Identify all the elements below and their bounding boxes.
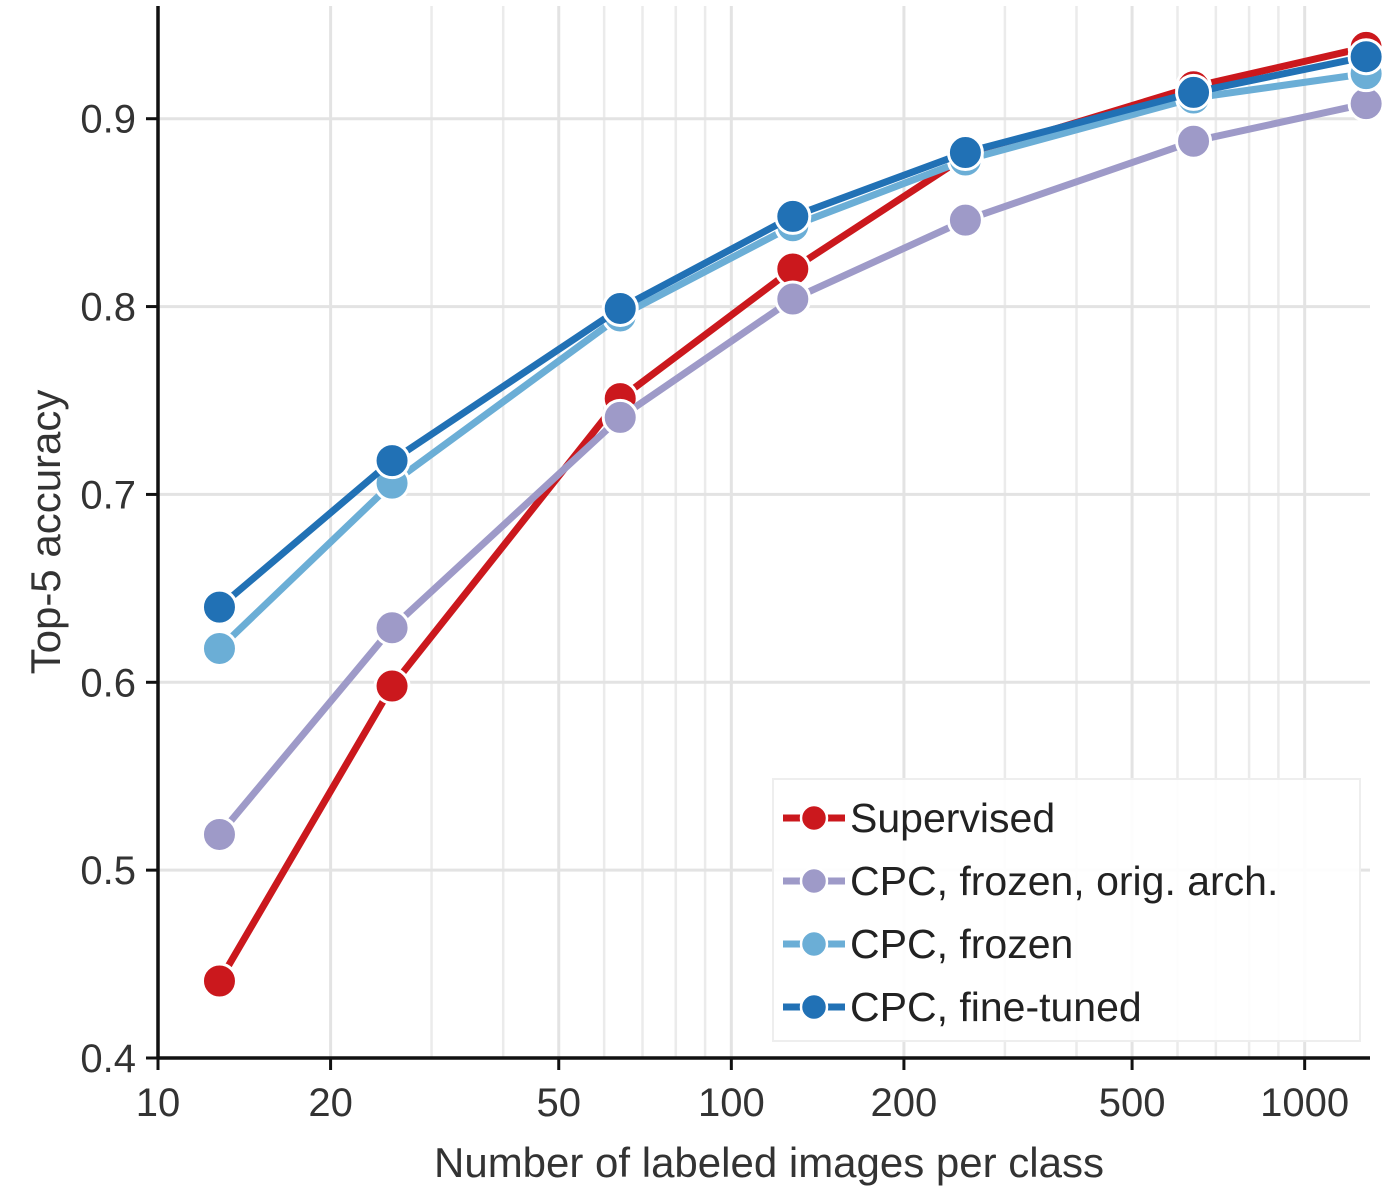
data-point: [774, 280, 812, 318]
data-point: [1175, 122, 1213, 160]
legend-swatch-marker: [799, 866, 829, 896]
y-tick-label: 0.7: [80, 473, 136, 517]
data-point: [946, 134, 984, 172]
data-point: [200, 962, 238, 1000]
x-tick-label: 50: [536, 1081, 581, 1125]
series-layer: [200, 28, 1385, 1000]
legend-item: Supervised: [783, 795, 1055, 841]
tick-labels: 10 20 50 100 200 500 1000 0.4 0.5 0.6 0.7 0.8 0.9: [80, 98, 1349, 1125]
x-tick-label: 200: [871, 1081, 938, 1125]
data-point: [373, 667, 411, 705]
x-tick-label: 10: [136, 1081, 181, 1125]
data-point: [200, 629, 238, 667]
data-point: [373, 442, 411, 480]
legend-label: Supervised: [850, 795, 1055, 841]
data-point: [1347, 38, 1385, 76]
series-1: [200, 85, 1385, 853]
data-point: [601, 398, 639, 436]
legend-box: [772, 778, 1361, 1042]
legend: Supervised CPC, frozen, orig. arch. CPC, f…: [772, 778, 1361, 1042]
x-tick-label: 1000: [1260, 1081, 1349, 1125]
legend-swatch-marker: [799, 992, 829, 1022]
legend-swatch-marker: [799, 803, 829, 833]
data-point: [946, 201, 984, 239]
data-point: [200, 588, 238, 626]
data-point: [373, 609, 411, 647]
y-tick-label: 0.6: [80, 661, 136, 705]
legend-label: CPC, frozen, orig. arch.: [850, 858, 1278, 904]
legend-item: CPC, fine-tuned: [783, 984, 1142, 1030]
major-gridlines: [158, 6, 1370, 1058]
data-point: [200, 815, 238, 853]
legend-swatch-marker: [799, 929, 829, 959]
y-tick-label: 0.4: [80, 1037, 136, 1081]
x-tick-label: 20: [308, 1081, 353, 1125]
y-tick-label: 0.5: [80, 849, 136, 893]
x-tick-label: 100: [698, 1081, 765, 1125]
y-tick-label: 0.9: [80, 98, 136, 142]
y-axis-title: Top-5 accuracy: [22, 390, 69, 675]
legend-label: CPC, frozen: [850, 921, 1073, 967]
legend-label: CPC, fine-tuned: [850, 984, 1142, 1030]
data-point: [774, 197, 812, 235]
series-line: [216, 70, 1370, 652]
data-point: [601, 289, 639, 327]
series-3: [200, 38, 1385, 626]
legend-item: CPC, frozen: [783, 921, 1073, 967]
x-tick-label: 500: [1099, 1081, 1166, 1125]
data-point: [1175, 73, 1213, 111]
x-axis-title: Number of labeled images per class: [434, 1139, 1104, 1186]
axes: [146, 6, 1370, 1070]
legend-item: CPC, frozen, orig. arch.: [783, 858, 1278, 904]
y-tick-label: 0.8: [80, 286, 136, 330]
